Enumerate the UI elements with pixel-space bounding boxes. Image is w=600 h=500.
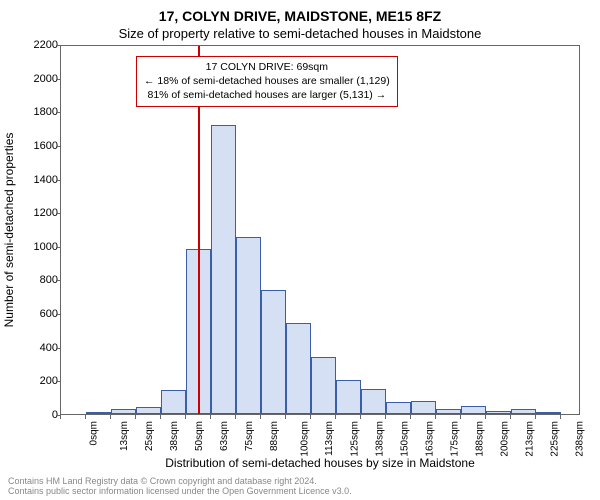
y-tick-label: 2200 — [18, 39, 58, 51]
x-tick-mark — [335, 415, 336, 419]
histogram-bar — [411, 401, 436, 414]
title-main: 17, COLYN DRIVE, MAIDSTONE, ME15 8FZ — [0, 8, 600, 24]
x-tick-label: 100sqm — [300, 421, 311, 457]
histogram-bar — [361, 389, 386, 414]
x-tick-label: 163sqm — [425, 421, 436, 457]
annotation-box: 17 COLYN DRIVE: 69sqm← 18% of semi-detac… — [136, 56, 398, 107]
x-tick-label: 0sqm — [88, 421, 99, 445]
y-tick-label: 1400 — [18, 174, 58, 186]
y-tick-mark — [56, 213, 60, 214]
y-tick-mark — [56, 381, 60, 382]
x-tick-mark — [360, 415, 361, 419]
x-tick-mark — [285, 415, 286, 419]
annotation-line: ← 18% of semi-detached houses are smalle… — [144, 74, 390, 88]
x-tick-label: 213sqm — [525, 421, 536, 457]
x-tick-mark — [135, 415, 136, 419]
histogram-bar — [236, 237, 261, 414]
x-tick-mark — [385, 415, 386, 419]
annotation-line: 17 COLYN DRIVE: 69sqm — [144, 60, 390, 74]
y-tick-label: 1600 — [18, 140, 58, 152]
histogram-bar — [261, 290, 286, 414]
y-tick-label: 1800 — [18, 106, 58, 118]
x-tick-label: 238sqm — [575, 421, 586, 457]
histogram-bar — [436, 409, 461, 414]
x-tick-mark — [460, 415, 461, 419]
x-tick-mark — [185, 415, 186, 419]
x-tick-mark — [435, 415, 436, 419]
histogram-bar — [211, 125, 236, 414]
histogram-bar — [336, 380, 361, 414]
x-tick-label: 175sqm — [450, 421, 461, 457]
histogram-bar — [86, 412, 111, 414]
y-tick-mark — [56, 280, 60, 281]
x-tick-label: 150sqm — [400, 421, 411, 457]
x-tick-mark — [160, 415, 161, 419]
histogram-bar — [536, 412, 561, 414]
x-tick-label: 113sqm — [324, 421, 335, 456]
x-tick-mark — [410, 415, 411, 419]
x-tick-label: 63sqm — [219, 421, 230, 451]
x-tick-label: 138sqm — [375, 421, 386, 457]
histogram-bar — [486, 411, 511, 414]
y-tick-label: 2000 — [18, 73, 58, 85]
x-tick-label: 200sqm — [500, 421, 511, 457]
x-tick-mark — [110, 415, 111, 419]
histogram-bar — [111, 409, 136, 414]
histogram-bar — [386, 402, 411, 414]
y-tick-mark — [56, 180, 60, 181]
x-tick-mark — [60, 415, 61, 419]
histogram-bar — [286, 323, 311, 414]
histogram-bar — [136, 407, 161, 414]
y-tick-label: 1000 — [18, 241, 58, 253]
y-tick-label: 1200 — [18, 207, 58, 219]
y-tick-label: 200 — [18, 375, 58, 387]
title-sub: Size of property relative to semi-detach… — [0, 26, 600, 41]
x-tick-label: 88sqm — [269, 421, 280, 451]
x-tick-label: 38sqm — [169, 421, 180, 451]
histogram-bar — [161, 390, 186, 414]
y-tick-mark — [56, 45, 60, 46]
x-tick-mark — [235, 415, 236, 419]
histogram-bar — [311, 357, 336, 414]
x-tick-mark — [535, 415, 536, 419]
y-tick-mark — [56, 79, 60, 80]
x-tick-mark — [210, 415, 211, 419]
x-tick-label: 13sqm — [119, 421, 130, 451]
histogram-bar — [511, 409, 536, 414]
histogram-bar — [461, 406, 486, 414]
y-tick-mark — [56, 146, 60, 147]
footer-line1: Contains HM Land Registry data © Crown c… — [8, 476, 592, 486]
y-tick-mark — [56, 314, 60, 315]
y-tick-label: 400 — [18, 342, 58, 354]
x-tick-mark — [485, 415, 486, 419]
y-tick-label: 0 — [18, 409, 58, 421]
footer-attribution: Contains HM Land Registry data © Crown c… — [8, 476, 592, 496]
y-tick-mark — [56, 112, 60, 113]
x-tick-mark — [510, 415, 511, 419]
y-tick-label: 800 — [18, 274, 58, 286]
x-tick-mark — [310, 415, 311, 419]
y-tick-label: 600 — [18, 308, 58, 320]
footer-line2: Contains public sector information licen… — [8, 486, 592, 496]
x-tick-label: 188sqm — [475, 421, 486, 457]
y-tick-mark — [56, 247, 60, 248]
x-tick-label: 125sqm — [350, 421, 361, 457]
x-tick-label: 50sqm — [194, 421, 205, 451]
annotation-line: 81% of semi-detached houses are larger (… — [144, 88, 390, 102]
x-tick-mark — [260, 415, 261, 419]
x-tick-label: 25sqm — [144, 421, 155, 451]
x-axis-label: Distribution of semi-detached houses by … — [60, 456, 580, 470]
chart-container: 17, COLYN DRIVE, MAIDSTONE, ME15 8FZ Siz… — [0, 0, 600, 500]
x-tick-label: 75sqm — [244, 421, 255, 451]
y-axis-label: Number of semi-detached properties — [2, 45, 20, 415]
x-tick-label: 225sqm — [550, 421, 561, 457]
y-tick-mark — [56, 348, 60, 349]
plot-area: 17 COLYN DRIVE: 69sqm← 18% of semi-detac… — [60, 45, 580, 415]
x-tick-mark — [85, 415, 86, 419]
x-tick-mark — [560, 415, 561, 419]
